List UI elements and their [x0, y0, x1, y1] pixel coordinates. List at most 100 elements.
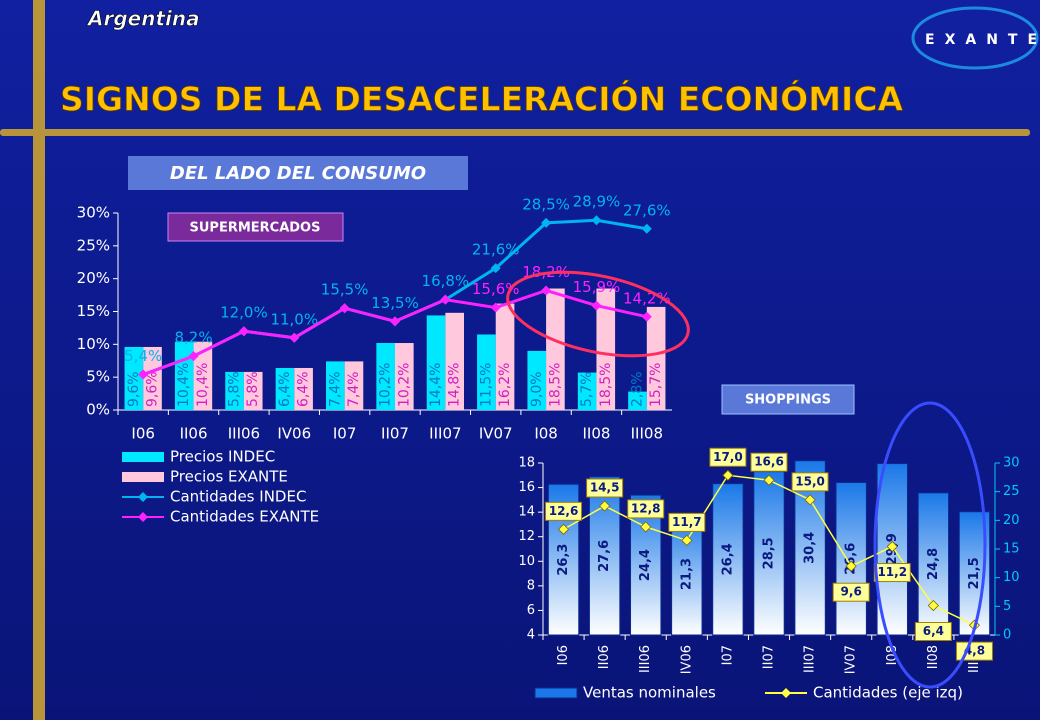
bar — [225, 371, 244, 410]
y2-tick-label: 15 — [1003, 542, 1020, 557]
bar — [426, 315, 446, 410]
bar — [671, 512, 703, 636]
marker — [591, 300, 602, 311]
bar-value-label: 14,8% — [447, 363, 463, 407]
title: SIGNOS DE LA DESACELERACIÓN ECONÓMICA — [60, 79, 904, 119]
bar-value-label: 5,8% — [227, 371, 243, 407]
bar-value-label: 21,5 — [967, 557, 982, 589]
bar-value-label: 24,4 — [638, 549, 653, 581]
bar — [596, 288, 616, 410]
y-tick-label: 15% — [77, 302, 110, 320]
x-tick-label: II08 — [926, 645, 941, 669]
legend-swatch — [122, 452, 164, 462]
legend-label: Precios EXANTE — [170, 468, 288, 486]
marker — [927, 599, 939, 612]
x-tick-label: IV06 — [277, 425, 311, 443]
y2-tick-label: 5 — [1003, 599, 1011, 614]
subtitle-box — [128, 156, 468, 190]
x-tick-label: II06 — [597, 645, 612, 669]
gold-bar — [33, 0, 45, 720]
marker — [641, 223, 652, 234]
y2-tick-label: 10 — [1003, 570, 1020, 585]
x-tick-label: III08 — [631, 425, 663, 443]
line-value-label: 9,6 — [841, 585, 862, 599]
marker — [886, 540, 898, 553]
y-tick-label: 18 — [518, 456, 535, 471]
bar-value-label: 9,6% — [126, 371, 142, 407]
marker — [188, 351, 199, 362]
annotation-box — [721, 384, 855, 415]
legend-label: Precios INDEC — [170, 448, 275, 466]
line-value-label: 16,8% — [422, 272, 470, 290]
x-tick-label: I08 — [534, 425, 558, 443]
marker — [541, 217, 552, 228]
y-tick-label: 14 — [518, 505, 535, 520]
line-value-label: 15,9% — [573, 278, 621, 296]
line-value-label: 27,6% — [623, 201, 671, 219]
annotation: SHOPPINGS — [745, 393, 831, 408]
marker — [339, 303, 350, 314]
y-tick-label: 0% — [86, 401, 110, 419]
label-box — [545, 501, 583, 521]
line-value-label: 16,6 — [754, 455, 784, 469]
marker — [490, 263, 501, 274]
legend-label: Cantidades (eje izq) — [813, 684, 963, 702]
bar-value-label: 5,8% — [245, 371, 261, 407]
bar — [753, 471, 785, 636]
line-value-label: 28,9% — [573, 193, 621, 211]
label-box — [668, 512, 706, 532]
legend-swatch — [534, 687, 578, 699]
y-tick-label: 16 — [518, 480, 535, 495]
bar-value-label: 6,4% — [296, 371, 312, 407]
bar — [124, 346, 144, 410]
x-tick-label: IV07 — [479, 425, 513, 443]
line-value-label: 14,5 — [590, 481, 620, 495]
y-tick-label: 10 — [518, 554, 535, 569]
y-tick-label: 25% — [77, 236, 110, 254]
bar-value-label: 26,4 — [720, 543, 735, 575]
y-tick-label: 5% — [86, 368, 110, 386]
legend-swatch — [138, 512, 148, 522]
bar — [917, 492, 950, 636]
y2-tick-label: 25 — [1003, 484, 1020, 499]
bar-value-label: 28,5 — [762, 537, 777, 569]
line-value-label: 14,2% — [623, 289, 671, 307]
y-tick-label: 6 — [527, 603, 535, 618]
marker — [640, 521, 652, 533]
line-value-label: 11,0% — [270, 310, 318, 328]
marker — [440, 294, 451, 305]
line-value-label: 17,0 — [713, 450, 743, 464]
annotation-box — [167, 212, 344, 242]
marker — [490, 302, 501, 313]
plots: 0% 5% 10% 15% 20% 25% 30% I06 II06 III06 IV06 I07 II… — [77, 193, 1020, 702]
label-box — [709, 447, 747, 467]
y-tick-label: 12 — [518, 529, 535, 544]
legend-swatch — [781, 688, 791, 698]
bar-value-label: 11,5% — [478, 363, 494, 407]
bar — [527, 350, 547, 410]
bar-value-label: 15,7% — [648, 363, 664, 407]
line-value-label: 12,0% — [220, 304, 268, 322]
bar-value-label: 24,8 — [926, 548, 941, 580]
line-value-label: 11,7 — [672, 515, 702, 529]
line-value-label: 11,2 — [877, 565, 907, 579]
bar — [546, 288, 565, 410]
marker — [390, 316, 400, 327]
bar — [646, 306, 666, 410]
bar — [294, 367, 313, 410]
bar-value-label: 21,3 — [679, 558, 694, 590]
y2-tick-label: 30 — [1003, 456, 1020, 471]
x-tick-label: I07 — [333, 425, 357, 443]
y-tick-label: 20% — [77, 269, 110, 287]
x-tick-label: II08 — [582, 425, 610, 443]
bar-value-label: 10,4% — [176, 363, 192, 407]
marker — [591, 215, 602, 226]
label-box — [914, 622, 952, 642]
x-tick-label: I06 — [556, 645, 571, 665]
bar — [712, 483, 744, 636]
bar — [835, 481, 867, 636]
x-tick-label: I06 — [131, 425, 155, 443]
x-tick-label: I08 — [885, 645, 900, 665]
x-tick-label: II07 — [381, 425, 409, 443]
